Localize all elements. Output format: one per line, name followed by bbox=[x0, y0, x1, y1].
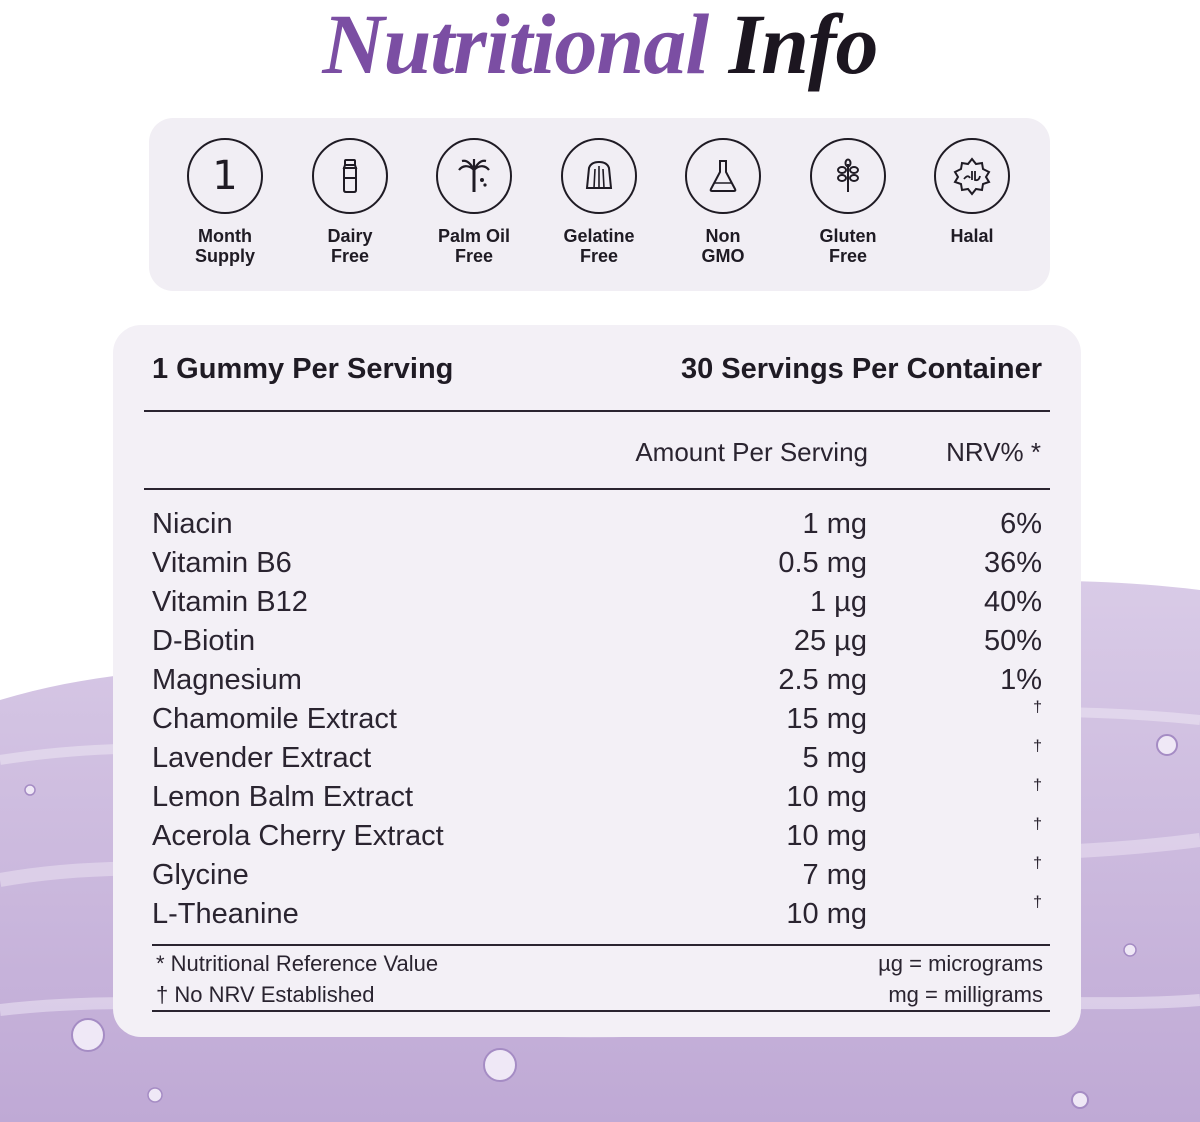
title-part-info: Info bbox=[728, 0, 879, 92]
badge-non-gmo: Non GMO bbox=[661, 138, 785, 266]
nutrient-amount: 15 mg bbox=[786, 703, 867, 735]
badge-gluten-free: Gluten Free bbox=[786, 138, 910, 266]
nutrient-amount: 2.5 mg bbox=[778, 664, 867, 696]
nutrient-amount: 10 mg bbox=[786, 781, 867, 813]
badge-halal: Halal bbox=[910, 138, 1034, 246]
nutrient-name: Lemon Balm Extract bbox=[152, 781, 414, 813]
nutrient-nrv: 50% bbox=[983, 625, 1042, 657]
nutrient-nrv: 36% bbox=[983, 547, 1042, 579]
flask-icon bbox=[685, 138, 761, 214]
nutrient-nrv: 40% bbox=[983, 586, 1042, 618]
servings-per-container: 30 Servings Per Container bbox=[680, 353, 1042, 385]
nutrient-nrv: 1% bbox=[1000, 664, 1042, 696]
nutrient-name: Vitamin B6 bbox=[152, 547, 292, 579]
nutrient-amount: 1 mg bbox=[802, 508, 867, 540]
jelly-icon bbox=[561, 138, 637, 214]
page-title: Nutritional Info bbox=[0, 0, 1200, 100]
nutrient-name: Chamomile Extract bbox=[152, 703, 397, 735]
nutrient-amount: 5 mg bbox=[802, 742, 867, 774]
column-header-amount: Amount Per Serving bbox=[635, 437, 868, 467]
nutrient-name: Acerola Cherry Extract bbox=[152, 820, 444, 852]
footnote-no-nrv: † No NRV Established bbox=[156, 982, 375, 1007]
palm-tree-icon bbox=[436, 138, 512, 214]
nutrient-row: Glycine 7 mg † bbox=[152, 855, 1050, 895]
nutrient-nrv: † bbox=[1033, 816, 1042, 833]
nutrient-row: L-Theanine 10 mg † bbox=[152, 894, 1050, 934]
badge-dairy-free: Dairy Free bbox=[288, 138, 412, 266]
badge-palm-oil-free: Palm Oil Free bbox=[412, 138, 536, 266]
serving-info: 1 Gummy Per Serving 30 Servings Per Cont… bbox=[152, 353, 1042, 393]
nutrient-amount: 25 µg bbox=[793, 625, 867, 657]
badge-gelatine-free: Gelatine Free bbox=[537, 138, 661, 266]
unit-milligrams: mg = milligrams bbox=[888, 982, 1043, 1007]
unit-micrograms: µg = micrograms bbox=[878, 951, 1043, 976]
nutrient-name: L-Theanine bbox=[152, 898, 299, 930]
number-one-icon: 1 bbox=[187, 138, 263, 214]
nutrient-name: Glycine bbox=[152, 859, 249, 891]
divider bbox=[144, 488, 1050, 490]
footnote-nrv: * Nutritional Reference Value bbox=[156, 951, 439, 976]
serving-size: 1 Gummy Per Serving bbox=[152, 353, 454, 385]
nutrient-row: Chamomile Extract 15 mg † bbox=[152, 699, 1050, 739]
nutrient-amount: 7 mg bbox=[802, 859, 867, 891]
nutrient-nrv: † bbox=[1033, 894, 1042, 911]
column-header-nrv: NRV% * bbox=[946, 437, 1041, 467]
nutrient-name: Vitamin B12 bbox=[152, 586, 308, 618]
nutrient-nrv: † bbox=[1033, 699, 1042, 716]
nutrient-amount: 1 µg bbox=[809, 586, 867, 618]
nutrient-row: Lemon Balm Extract 10 mg † bbox=[152, 777, 1050, 817]
badges-panel: 1 Month Supply Dairy Free Palm Oil Free Gel… bbox=[149, 118, 1050, 291]
nutrient-row: Magnesium 2.5 mg 1% bbox=[152, 661, 1050, 700]
nutrient-name: Niacin bbox=[152, 508, 233, 540]
nutrient-nrv: 6% bbox=[1000, 508, 1042, 540]
nutrient-amount: 10 mg bbox=[786, 898, 867, 930]
nutrient-row: D-Biotin 25 µg 50% bbox=[152, 622, 1050, 661]
nutrient-row: Vitamin B6 0.5 mg 36% bbox=[152, 544, 1050, 583]
title-part-nutritional: Nutritional bbox=[322, 0, 709, 92]
nutrient-name: Magnesium bbox=[152, 664, 302, 696]
nutrient-name: D-Biotin bbox=[152, 625, 256, 657]
nutrient-nrv: † bbox=[1033, 777, 1042, 794]
wheat-icon bbox=[810, 138, 886, 214]
nutrient-nrv: † bbox=[1033, 738, 1042, 755]
nutrient-row: Lavender Extract 5 mg † bbox=[152, 738, 1050, 778]
divider bbox=[152, 1010, 1050, 1012]
nutrient-nrv: † bbox=[1033, 855, 1042, 872]
badge-month-supply: 1 Month Supply bbox=[163, 138, 287, 266]
nutrient-amount: 10 mg bbox=[786, 820, 867, 852]
milk-bottle-icon bbox=[312, 138, 388, 214]
halal-seal-icon bbox=[934, 138, 1010, 214]
supplement-facts-panel: 1 Gummy Per Serving 30 Servings Per Cont… bbox=[113, 325, 1081, 1037]
divider bbox=[152, 944, 1050, 946]
nutrient-list: Niacin 1 mg 6% Vitamin B6 0.5 mg 36% Vitamin B… bbox=[152, 505, 1050, 934]
nutrient-row: Vitamin B12 1 µg 40% bbox=[152, 583, 1050, 622]
nutrient-row: Acerola Cherry Extract 10 mg † bbox=[152, 816, 1050, 856]
nutrient-name: Lavender Extract bbox=[152, 742, 372, 774]
divider bbox=[144, 410, 1050, 412]
nutrient-row: Niacin 1 mg 6% bbox=[152, 505, 1050, 544]
nutrient-amount: 0.5 mg bbox=[778, 547, 867, 579]
